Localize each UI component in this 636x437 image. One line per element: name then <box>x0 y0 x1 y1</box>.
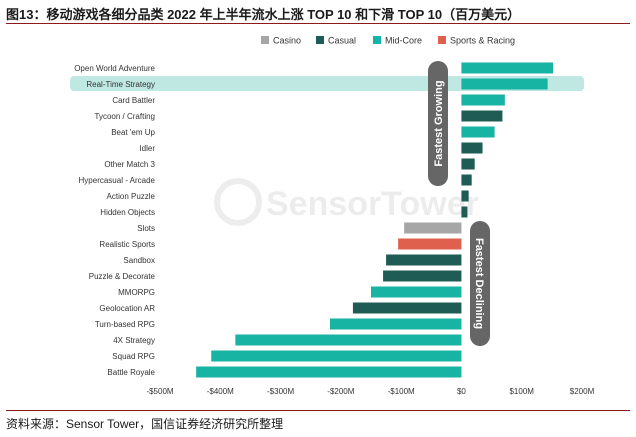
legend-label: Casual <box>328 36 356 46</box>
category-label: 4X Strategy <box>113 336 155 345</box>
bar <box>461 142 483 154</box>
bar <box>398 238 462 250</box>
x-tick-label: $200M <box>570 387 595 396</box>
bar <box>461 94 505 106</box>
x-tick-label: -$200M <box>327 387 354 396</box>
category-label: Action Puzzle <box>107 192 156 201</box>
highlight-band <box>70 76 584 91</box>
bar <box>461 158 475 170</box>
bar <box>404 222 462 234</box>
category-label: MMORPG <box>118 288 155 297</box>
growing-label: Fastest Growing <box>433 80 445 166</box>
category-label: Battle Royale <box>107 368 155 377</box>
category-label: Card Battler <box>112 96 155 105</box>
bar <box>386 254 462 266</box>
legend-swatch <box>438 36 446 44</box>
legend-swatch <box>316 36 324 44</box>
category-label: Geolocation AR <box>99 304 155 313</box>
category-label: Beat 'em Up <box>111 128 155 137</box>
declining-label: Fastest Declining <box>473 238 485 329</box>
bar <box>211 350 462 362</box>
category-label: Realistic Sports <box>99 240 155 249</box>
bar <box>330 318 462 330</box>
legend-swatch <box>373 36 381 44</box>
category-label: Tycoon / Crafting <box>95 112 155 121</box>
category-label: Other Match 3 <box>104 160 155 169</box>
category-label: Sandbox <box>123 256 155 265</box>
legend-label: Sports & Racing <box>450 36 515 46</box>
title-rule <box>6 23 630 24</box>
bar <box>461 62 554 74</box>
x-tick-label: -$100M <box>388 387 415 396</box>
bar <box>461 206 468 218</box>
category-labels: Open World Adventure Real-Time Strategy Ca… <box>74 64 155 377</box>
legend-label: Casino <box>273 36 301 46</box>
bar <box>461 174 472 186</box>
bar <box>383 270 462 282</box>
legend-swatch <box>261 36 269 44</box>
growing-pill <box>428 61 448 186</box>
bar <box>352 302 462 314</box>
bar <box>461 78 548 90</box>
category-label: Hidden Objects <box>100 208 155 217</box>
source-note: 资料来源：Sensor Tower，国信证券经济研究所整理 <box>6 417 284 431</box>
category-label: Idler <box>139 144 155 153</box>
category-label: Slots <box>137 224 155 233</box>
chart-title: 图13：移动游戏各细分品类 2022 年上半年流水上涨 TOP 10 和下滑 T… <box>6 7 521 22</box>
x-tick-label: -$500M <box>146 387 173 396</box>
source-rule <box>6 410 630 411</box>
x-tick-label: $0 <box>457 387 466 396</box>
legend: Casino Casual Mid-Core Sports & Racing <box>261 36 515 46</box>
x-tick-labels: -$500M -$400M -$300M -$200M -$100M $0 $100M $20… <box>146 387 594 396</box>
x-tick-label: $100M <box>509 387 534 396</box>
bar <box>235 334 462 346</box>
category-label: Real-Time Strategy <box>86 80 155 89</box>
category-label: Turn-based RPG <box>95 320 155 329</box>
x-tick-label: -$300M <box>267 387 294 396</box>
bars <box>196 62 554 378</box>
watermark: SensorTower <box>214 178 479 226</box>
bar <box>461 110 503 122</box>
category-label: Open World Adventure <box>74 64 155 73</box>
legend-label: Mid-Core <box>385 36 422 46</box>
annotations: Fastest Growing Fastest Declining <box>428 61 490 346</box>
bar <box>196 366 462 378</box>
watermark-logo-icon <box>214 178 262 226</box>
category-label: Squad RPG <box>112 352 155 361</box>
category-label: Puzzle & Decorate <box>89 272 156 281</box>
x-tick-label: -$400M <box>207 387 234 396</box>
watermark-text: SensorTower <box>266 185 479 223</box>
declining-pill <box>470 221 490 346</box>
category-label: Hypercasual - Arcade <box>79 176 156 185</box>
bar <box>461 126 495 138</box>
bar <box>371 286 462 298</box>
bar <box>461 190 469 202</box>
